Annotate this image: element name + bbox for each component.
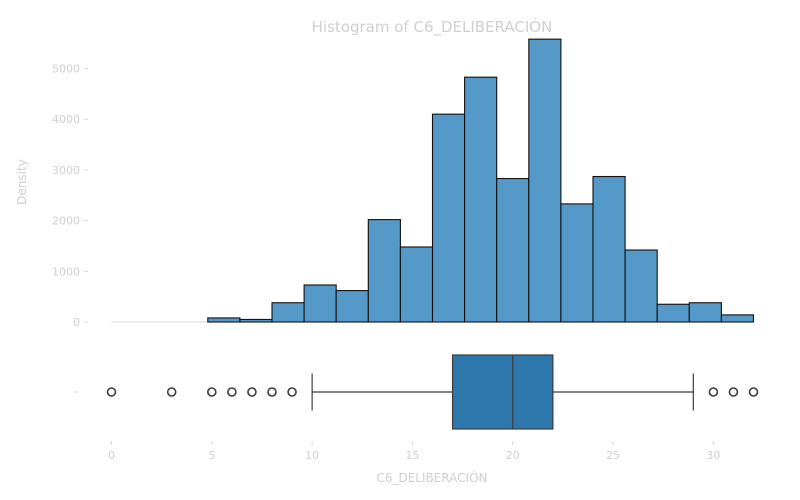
histogram-bar bbox=[239, 318, 273, 323]
histogram-bar bbox=[367, 219, 401, 323]
histogram-bar bbox=[624, 249, 658, 323]
histogram-bar bbox=[464, 76, 498, 323]
histogram-bar bbox=[592, 175, 626, 323]
y-tick-label: 5000 bbox=[52, 63, 80, 76]
histogram-bar bbox=[688, 302, 722, 323]
x-axis-label: C6_DELIBERACIÓN bbox=[376, 470, 487, 485]
x-tick-label: 15 bbox=[405, 449, 419, 462]
x-tick-label: 20 bbox=[506, 449, 520, 462]
histogram-bar bbox=[303, 284, 337, 323]
histogram-panel: 0 1000 2000 3000 4000 5000 bbox=[52, 38, 755, 329]
outlier-point bbox=[106, 387, 117, 397]
outlier-point bbox=[728, 387, 739, 397]
chart-title: Histogram of C6_DELIBERACIÓN bbox=[312, 17, 553, 37]
x-tick-label: 0 bbox=[108, 449, 115, 462]
histogram-bar bbox=[560, 203, 594, 323]
histogram-bar bbox=[335, 290, 369, 323]
histogram-bar bbox=[431, 113, 466, 323]
outlier-point bbox=[267, 387, 277, 397]
histogram-bar bbox=[656, 303, 690, 323]
outlier-point bbox=[207, 387, 217, 397]
x-tick-label: 5 bbox=[208, 449, 215, 462]
boxplot-panel: 0 5 10 15 20 25 30 bbox=[74, 354, 759, 462]
y-axis-label: Density bbox=[15, 159, 29, 205]
y-tick-label: 0 bbox=[73, 316, 80, 329]
histogram-bar bbox=[720, 314, 755, 323]
histogram-bar bbox=[207, 317, 241, 323]
box-iqr bbox=[451, 354, 554, 430]
histogram-bar bbox=[271, 302, 305, 323]
outlier-point bbox=[708, 387, 719, 397]
outlier-point bbox=[287, 387, 297, 397]
y-tick-label: 1000 bbox=[52, 265, 80, 278]
x-tick-label: 10 bbox=[305, 449, 319, 462]
outlier-point bbox=[227, 387, 237, 397]
outlier-point bbox=[247, 387, 257, 397]
y-tick-label: 3000 bbox=[52, 164, 80, 177]
y-tick-label: 2000 bbox=[52, 215, 80, 228]
x-tick-label: 30 bbox=[706, 449, 720, 462]
outlier-point bbox=[748, 387, 759, 397]
histogram-bar bbox=[528, 38, 562, 323]
histogram-bar bbox=[399, 246, 434, 323]
histogram-bar bbox=[496, 177, 530, 323]
y-tick-label: 4000 bbox=[52, 113, 80, 126]
x-tick-label: 25 bbox=[606, 449, 620, 462]
outlier-point bbox=[166, 387, 177, 397]
